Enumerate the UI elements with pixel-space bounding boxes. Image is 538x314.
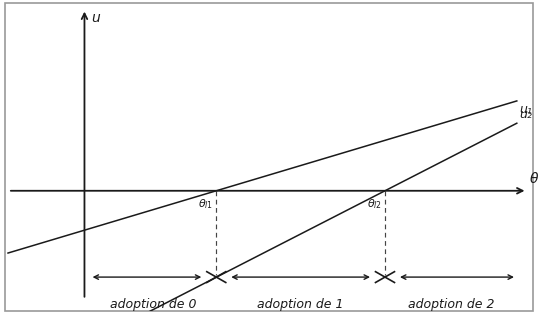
Text: $\theta_{l2}$: $\theta_{l2}$	[367, 198, 383, 211]
Text: u₁: u₁	[520, 103, 532, 116]
Text: $\theta_{l1}$: $\theta_{l1}$	[199, 198, 214, 211]
Text: adoption de 0: adoption de 0	[110, 298, 196, 311]
Text: θ: θ	[530, 172, 538, 186]
Text: u₂: u₂	[520, 108, 532, 121]
Text: adoption de 2: adoption de 2	[408, 298, 494, 311]
Text: u: u	[91, 11, 100, 24]
Text: adoption de 1: adoption de 1	[257, 298, 344, 311]
